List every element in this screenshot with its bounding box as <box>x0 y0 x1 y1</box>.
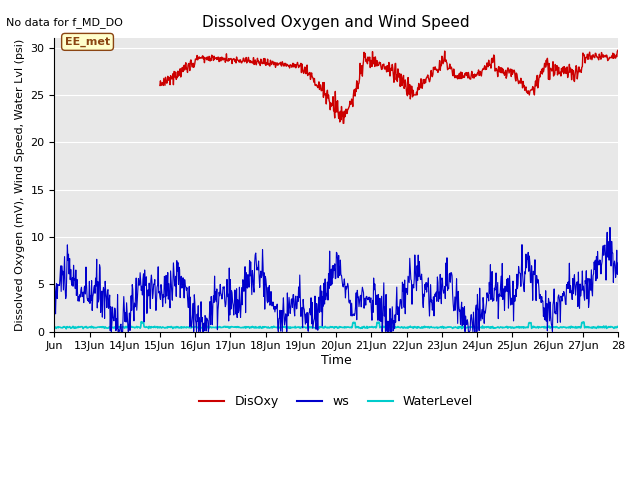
Y-axis label: Dissolved Oxygen (mV), Wind Speed, Water Lvl (psi): Dissolved Oxygen (mV), Wind Speed, Water… <box>15 39 25 331</box>
Text: No data for f_MD_DO: No data for f_MD_DO <box>6 17 124 28</box>
Legend: DisOxy, ws, WaterLevel: DisOxy, ws, WaterLevel <box>195 390 478 413</box>
X-axis label: Time: Time <box>321 354 351 367</box>
Text: EE_met: EE_met <box>65 37 110 47</box>
Title: Dissolved Oxygen and Wind Speed: Dissolved Oxygen and Wind Speed <box>202 15 470 30</box>
